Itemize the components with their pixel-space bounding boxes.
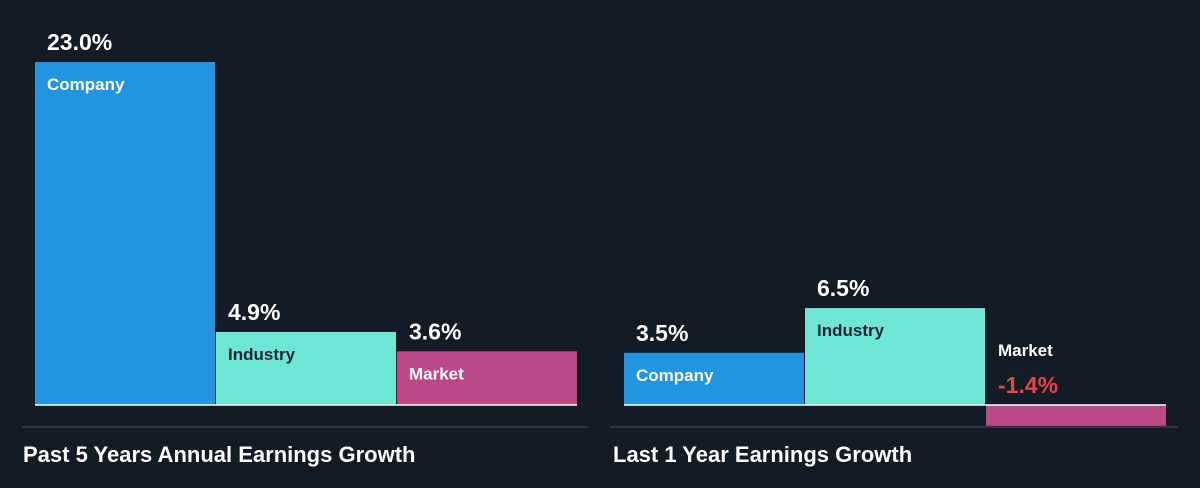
category-label-market-past-5-years: Market xyxy=(409,364,464,383)
bar-industry-last-1-year xyxy=(805,308,985,405)
value-label-industry-last-1-year: 6.5% xyxy=(817,275,869,301)
category-label-industry-past-5-years: Industry xyxy=(228,345,296,364)
last-1-year-chart: Company 3.5% Industry 6.5% Market -1.4% xyxy=(610,275,1178,428)
category-label-market-last-1-year: Market xyxy=(998,341,1053,360)
value-label-industry-past-5-years: 4.9% xyxy=(228,299,280,325)
bar-company-past-5-years xyxy=(35,62,215,405)
value-label-market-past-5-years: 3.6% xyxy=(409,318,461,344)
category-label-industry-last-1-year: Industry xyxy=(817,321,885,340)
value-label-company-past-5-years: 23.0% xyxy=(47,29,112,55)
category-label-company-past-5-years: Company xyxy=(47,75,125,94)
value-label-company-last-1-year: 3.5% xyxy=(636,320,688,346)
bar-industry-past-5-years xyxy=(216,331,396,405)
bar-market-last-1-year xyxy=(986,405,1166,426)
category-label-company-last-1-year: Company xyxy=(636,366,714,385)
bar-market-past-5-years xyxy=(397,351,577,405)
chart-title-past-5-years: Past 5 Years Annual Earnings Growth xyxy=(23,442,416,467)
past-5-years-chart: Company 23.0% Industry 4.9% Market 3.6% xyxy=(22,29,588,428)
bar-company-last-1-year xyxy=(624,352,804,405)
value-label-market-last-1-year: -1.4% xyxy=(998,372,1058,398)
chart-title-last-1-year: Last 1 Year Earnings Growth xyxy=(613,442,913,467)
